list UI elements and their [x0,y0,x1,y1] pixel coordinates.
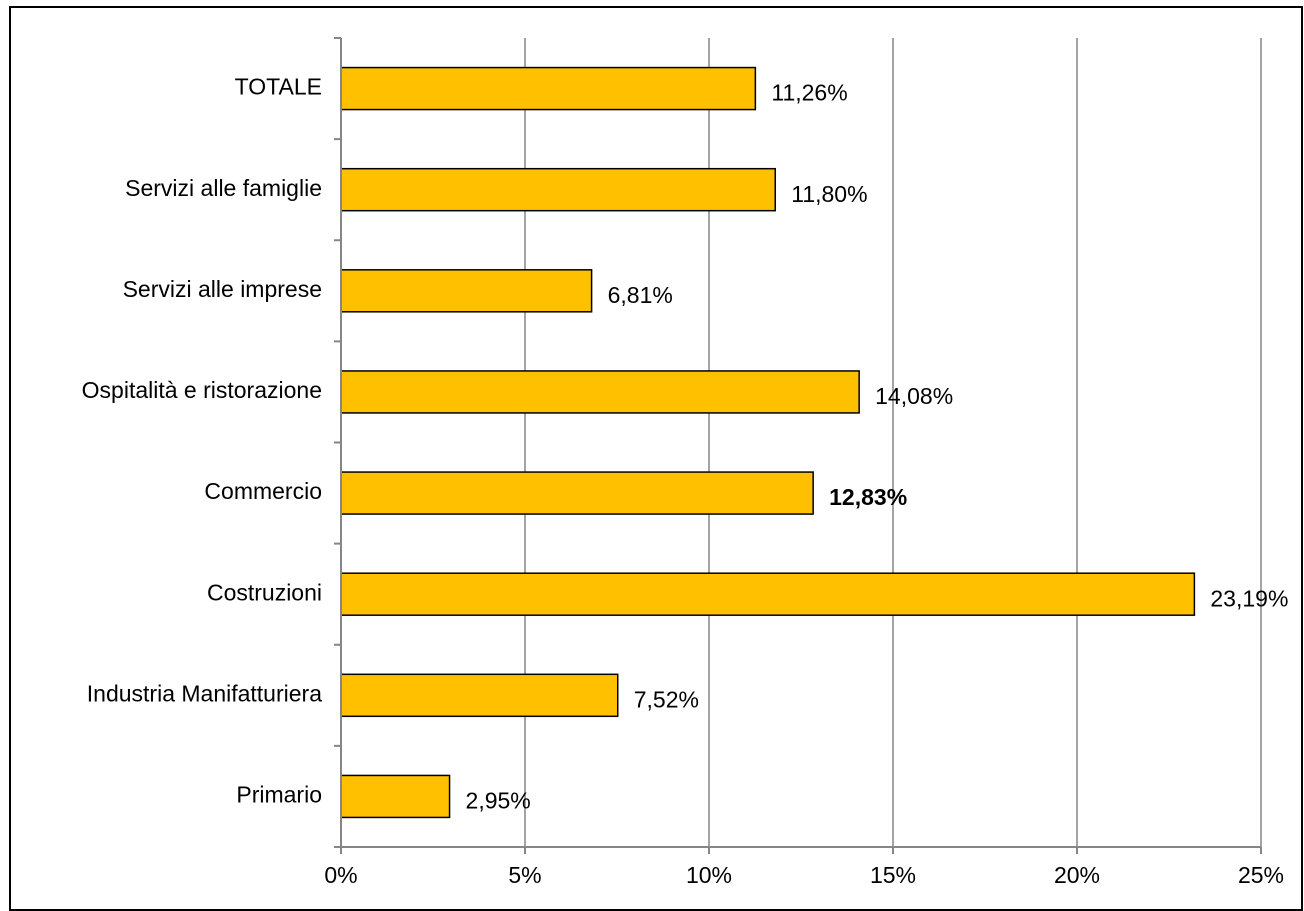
data-label: 12,83% [829,484,907,510]
chart-frame [9,6,1303,911]
x-tick-label: 20% [1054,862,1100,888]
data-label: 6,81% [608,282,673,308]
data-label: 23,19% [1210,585,1288,611]
data-label: 14,08% [875,383,953,409]
x-tick-label: 15% [870,862,916,888]
category-label: Commercio [204,478,322,504]
data-label: 11,26% [771,80,847,106]
bar [340,471,814,515]
category-label: Ospitalità e ristorazione [82,377,322,403]
bar [340,673,619,718]
bar [340,66,757,111]
x-tick-label: 25% [1238,862,1284,888]
x-tick-label: 10% [686,862,732,888]
category-label: Servizi alle famiglie [125,175,322,201]
category-label: Costruzioni [207,579,322,605]
data-label: 7,52% [634,686,699,712]
bar [340,269,593,313]
data-label: 2,95% [466,788,531,814]
category-label: Servizi alle imprese [123,276,322,302]
category-label: Primario [236,782,322,808]
x-tick-label: 5% [508,862,541,888]
data-label: 11,80% [791,181,867,207]
bar [340,370,860,414]
bar [340,572,1196,616]
category-label: Industria Manifatturiera [87,680,322,706]
category-label: TOTALE [235,74,322,100]
bar [340,167,776,212]
x-tick-label: 0% [324,862,357,888]
bar [340,774,451,819]
